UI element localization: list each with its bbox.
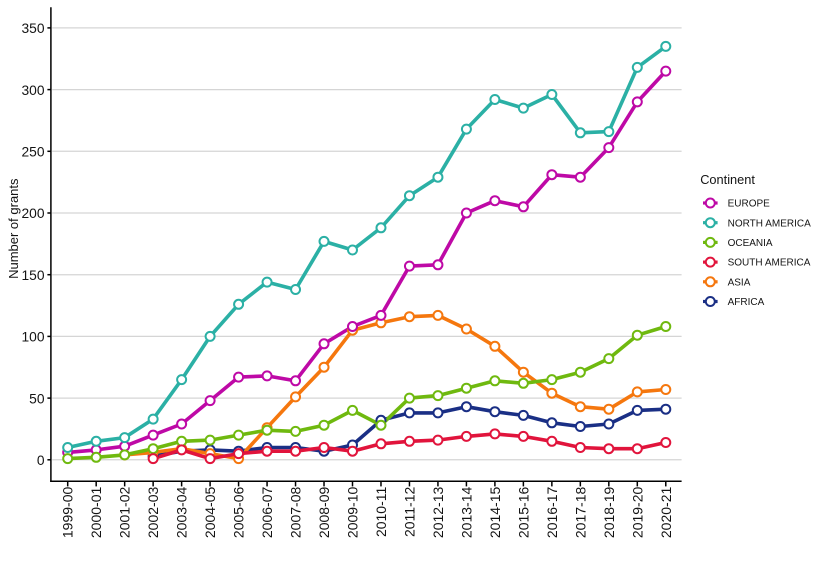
svg-text:2020-21: 2020-21 <box>658 486 674 538</box>
svg-text:2013-14: 2013-14 <box>458 486 474 538</box>
svg-text:2003-04: 2003-04 <box>174 486 190 538</box>
svg-text:50: 50 <box>29 391 45 406</box>
svg-text:2007-08: 2007-08 <box>288 486 304 538</box>
svg-text:2014-15: 2014-15 <box>487 486 503 538</box>
svg-text:2016-17: 2016-17 <box>544 486 560 538</box>
svg-text:2008-09: 2008-09 <box>316 486 332 538</box>
svg-text:Number of grants: Number of grants <box>6 178 21 279</box>
svg-text:100: 100 <box>21 330 44 345</box>
svg-text:2019-20: 2019-20 <box>629 486 645 538</box>
svg-text:2012-13: 2012-13 <box>430 486 446 538</box>
svg-text:2015-16: 2015-16 <box>515 486 531 538</box>
svg-text:200: 200 <box>21 206 44 221</box>
svg-text:SOUTH AMERICA: SOUTH AMERICA <box>728 258 811 269</box>
svg-text:350: 350 <box>21 21 44 36</box>
svg-text:2011-12: 2011-12 <box>402 486 418 537</box>
svg-text:EUROPE: EUROPE <box>728 199 771 210</box>
svg-text:2017-18: 2017-18 <box>572 486 588 538</box>
svg-text:2018-19: 2018-19 <box>601 486 617 538</box>
svg-text:2006-07: 2006-07 <box>259 486 275 538</box>
svg-text:Continent: Continent <box>700 172 755 187</box>
svg-text:2002-03: 2002-03 <box>145 486 161 538</box>
svg-text:150: 150 <box>21 268 44 283</box>
svg-text:2010-11: 2010-11 <box>373 486 389 537</box>
svg-text:300: 300 <box>21 83 44 98</box>
svg-text:1999-00: 1999-00 <box>60 486 76 538</box>
svg-text:0: 0 <box>37 453 45 468</box>
svg-text:NORTH AMERICA: NORTH AMERICA <box>728 218 811 229</box>
svg-text:250: 250 <box>21 145 44 160</box>
svg-text:OCEANIA: OCEANIA <box>728 238 773 249</box>
svg-text:2005-06: 2005-06 <box>231 486 247 538</box>
svg-text:ASIA: ASIA <box>728 277 751 288</box>
svg-text:2001-02: 2001-02 <box>117 486 133 538</box>
svg-text:2000-01: 2000-01 <box>88 486 104 538</box>
svg-text:2004-05: 2004-05 <box>202 486 218 538</box>
svg-text:AFRICA: AFRICA <box>728 297 765 308</box>
svg-text:2009-10: 2009-10 <box>345 486 361 538</box>
